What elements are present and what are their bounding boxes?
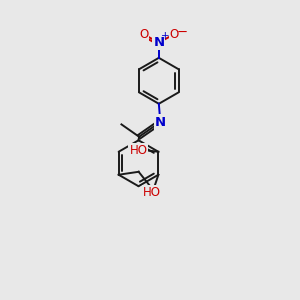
Text: HO: HO	[143, 186, 161, 199]
Text: −: −	[177, 26, 188, 39]
Text: HO: HO	[129, 144, 147, 157]
Text: N: N	[153, 36, 164, 49]
Text: O: O	[139, 28, 148, 41]
Text: +: +	[161, 31, 170, 41]
Text: N: N	[155, 116, 166, 128]
Text: O: O	[169, 28, 179, 41]
